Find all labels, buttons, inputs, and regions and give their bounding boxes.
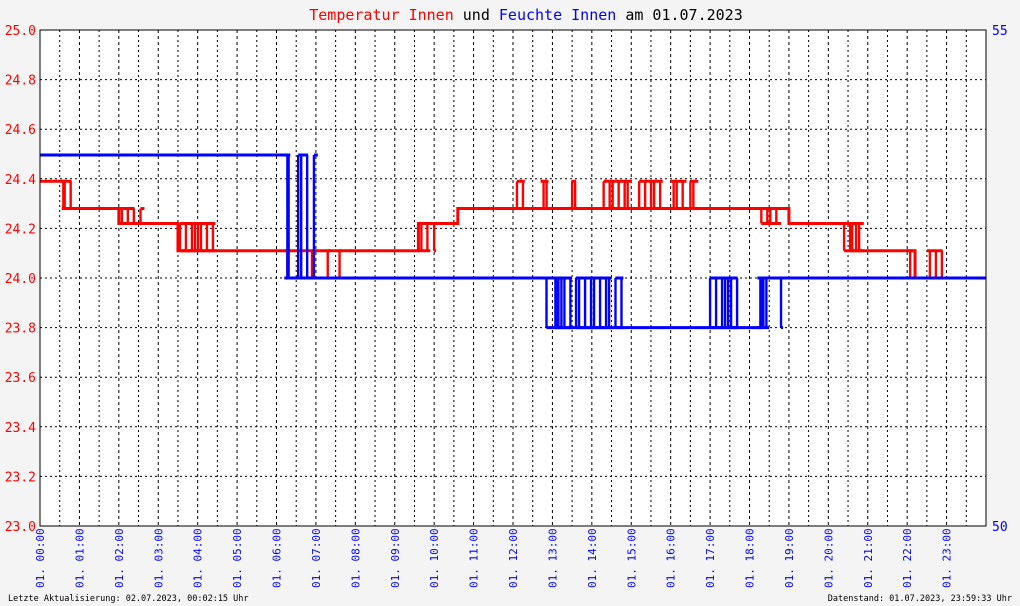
x-axis-tick-label: 01. 20:00 <box>822 528 835 588</box>
title-humidity: Feuchte Innen <box>499 6 616 24</box>
y-axis-right-tick-label: 55 <box>992 24 1008 39</box>
x-axis-tick-label: 01. 04:00 <box>192 528 205 588</box>
x-axis-tick-label: 01. 02:00 <box>113 528 126 588</box>
footer-data-status: Datenstand: 01.07.2023, 23:59:33 Uhr <box>828 594 1012 604</box>
x-axis-tick-label: 01. 21:00 <box>862 528 875 588</box>
chart-title: Temperatur Innen und Feuchte Innen am 01… <box>309 6 743 24</box>
x-axis-tick-label: 01. 07:00 <box>310 528 323 588</box>
x-axis-tick-label: 01. 16:00 <box>665 528 678 588</box>
x-axis-tick-label: 01. 00:00 <box>34 528 47 588</box>
y-axis-right-tick-label: 50 <box>992 520 1008 535</box>
title-temperature: Temperatur Innen <box>309 6 454 24</box>
x-axis-tick-label: 01. 14:00 <box>586 528 599 588</box>
x-axis-tick-label: 01. 01:00 <box>73 528 86 588</box>
y-axis-left-tick-label: 24.2 <box>5 222 36 237</box>
x-axis-tick-label: 01. 13:00 <box>546 528 559 588</box>
x-axis-tick-label: 01. 03:00 <box>152 528 165 588</box>
y-axis-left-tick-label: 25.0 <box>5 24 36 39</box>
y-axis-left-tick-label: 23.8 <box>5 322 36 337</box>
footer-last-update: Letzte Aktualisierung: 02.07.2023, 00:02… <box>8 594 249 604</box>
x-axis-tick-label: 01. 08:00 <box>349 528 362 588</box>
y-axis-left-tick-label: 24.8 <box>5 74 36 89</box>
x-axis-tick-label: 01. 17:00 <box>704 528 717 588</box>
title-connector: und <box>454 6 499 24</box>
series-humidity <box>40 153 986 330</box>
x-axis-tick-label: 01. 23:00 <box>941 528 954 588</box>
x-axis-tick-label: 01. 22:00 <box>901 528 914 588</box>
y-axis-left-tick-label: 24.0 <box>5 272 36 287</box>
plot-area: 23.0 23.2 23.4 23.6 23.8 24.0 24.2 24.4 24.6 24.8… <box>5 24 1008 588</box>
y-axis-left-tick-label: 23.2 <box>5 470 36 485</box>
x-axis-tick-label: 01. 06:00 <box>271 528 284 588</box>
x-axis-tick-label: 01. 05:00 <box>231 528 244 588</box>
y-axis-left-tick-label: 23.6 <box>5 371 36 386</box>
x-axis-tick-label: 01. 12:00 <box>507 528 520 588</box>
y-axis-left-tick-label: 24.4 <box>5 173 36 188</box>
plot-frame <box>39 29 987 527</box>
x-axis-tick-label: 01. 10:00 <box>428 528 441 588</box>
x-axis-tick-label: 01. 11:00 <box>468 528 481 588</box>
x-axis-tick-label: 01. 15:00 <box>625 528 638 588</box>
x-axis-tick-label: 01. 09:00 <box>389 528 402 588</box>
title-date: am 01.07.2023 <box>616 6 742 24</box>
x-axis-tick-label: 01. 19:00 <box>783 528 796 588</box>
y-axis-left-tick-label: 23.4 <box>5 421 36 436</box>
y-axis-left-tick-label: 24.6 <box>5 123 36 138</box>
x-axis-tick-label: 01. 18:00 <box>744 528 757 588</box>
y-axis-left-tick-label: 23.0 <box>5 520 36 535</box>
